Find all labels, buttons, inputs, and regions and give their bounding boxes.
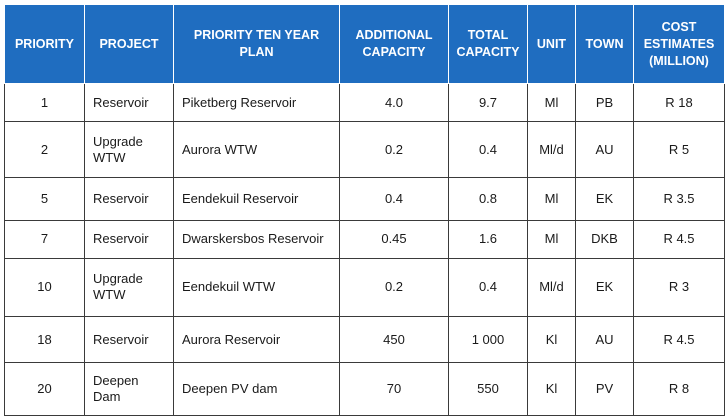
cell-priority: 7 (4, 219, 85, 260)
cell-additional-capacity: 0.2 (339, 121, 449, 179)
cell-project: Reservoir (84, 82, 174, 123)
cell-plan: Deepen PV dam (173, 362, 340, 416)
header-additional-capacity: ADDITIONAL CAPACITY (339, 4, 449, 84)
header-cost-estimates: COST ESTIMATES (MILLION) (633, 4, 725, 84)
cell-total-capacity: 550 (448, 362, 528, 416)
cell-plan: Piketberg Reservoir (173, 82, 340, 123)
cell-project: Reservoir (84, 177, 174, 221)
table-row: 1 Reservoir Piketberg Reservoir 4.0 9.7 … (4, 82, 725, 123)
header-project: PROJECT (84, 4, 174, 84)
header-unit: UNIT (527, 4, 576, 84)
cell-priority: 20 (4, 362, 85, 416)
cell-plan: Eendekuil Reservoir (173, 177, 340, 221)
cell-priority: 5 (4, 177, 85, 221)
cell-unit: Ml (527, 219, 576, 260)
cell-town: DKB (575, 219, 634, 260)
cell-total-capacity: 0.4 (448, 121, 528, 179)
cell-town: AU (575, 121, 634, 179)
cell-priority: 1 (4, 82, 85, 123)
cell-cost: R 18 (633, 82, 725, 123)
cell-cost: R 4.5 (633, 219, 725, 260)
table-row: 5 Reservoir Eendekuil Reservoir 0.4 0.8 … (4, 177, 725, 221)
header-priority: PRIORITY (4, 4, 85, 84)
cell-unit: Kl (527, 362, 576, 416)
cell-town: PV (575, 362, 634, 416)
cell-project: Upgrade WTW (84, 121, 174, 179)
cell-total-capacity: 1 000 (448, 315, 528, 364)
cell-cost: R 8 (633, 362, 725, 416)
cell-additional-capacity: 0.4 (339, 177, 449, 221)
cell-project: Upgrade WTW (84, 258, 174, 317)
cell-town: AU (575, 315, 634, 364)
cell-unit: Ml (527, 82, 576, 123)
cell-total-capacity: 1.6 (448, 219, 528, 260)
table-row: 2 Upgrade WTW Aurora WTW 0.2 0.4 Ml/d AU… (4, 121, 725, 179)
cell-total-capacity: 0.4 (448, 258, 528, 317)
cell-additional-capacity: 70 (339, 362, 449, 416)
cell-priority: 18 (4, 315, 85, 364)
cell-town: EK (575, 177, 634, 221)
cell-cost: R 3 (633, 258, 725, 317)
cell-project: Reservoir (84, 219, 174, 260)
cell-total-capacity: 9.7 (448, 82, 528, 123)
cell-additional-capacity: 0.2 (339, 258, 449, 317)
cell-plan: Eendekuil WTW (173, 258, 340, 317)
cell-priority: 2 (4, 121, 85, 179)
cell-cost: R 5 (633, 121, 725, 179)
cell-town: EK (575, 258, 634, 317)
priority-projects-table: PRIORITY PROJECT PRIORITY TEN YEAR PLAN … (4, 4, 725, 416)
header-total-capacity: TOTAL CAPACITY (448, 4, 528, 84)
cell-total-capacity: 0.8 (448, 177, 528, 221)
cell-town: PB (575, 82, 634, 123)
table-row: 10 Upgrade WTW Eendekuil WTW 0.2 0.4 Ml/… (4, 258, 725, 317)
header-ten-year-plan: PRIORITY TEN YEAR PLAN (173, 4, 340, 84)
cell-unit: Kl (527, 315, 576, 364)
cell-plan: Aurora Reservoir (173, 315, 340, 364)
cell-cost: R 3.5 (633, 177, 725, 221)
cell-additional-capacity: 0.45 (339, 219, 449, 260)
cell-unit: Ml (527, 177, 576, 221)
table-row: 18 Reservoir Aurora Reservoir 450 1 000 … (4, 315, 725, 364)
cell-plan: Dwarskersbos Reservoir (173, 219, 340, 260)
cell-plan: Aurora WTW (173, 121, 340, 179)
cell-additional-capacity: 450 (339, 315, 449, 364)
cell-project: Reservoir (84, 315, 174, 364)
table-row: 7 Reservoir Dwarskersbos Reservoir 0.45 … (4, 219, 725, 260)
cell-cost: R 4.5 (633, 315, 725, 364)
cell-project: Deepen Dam (84, 362, 174, 416)
table-row: 20 Deepen Dam Deepen PV dam 70 550 Kl PV… (4, 362, 725, 416)
cell-priority: 10 (4, 258, 85, 317)
cell-additional-capacity: 4.0 (339, 82, 449, 123)
header-town: TOWN (575, 4, 634, 84)
header-row: PRIORITY PROJECT PRIORITY TEN YEAR PLAN … (4, 4, 725, 84)
cell-unit: Ml/d (527, 258, 576, 317)
cell-unit: Ml/d (527, 121, 576, 179)
